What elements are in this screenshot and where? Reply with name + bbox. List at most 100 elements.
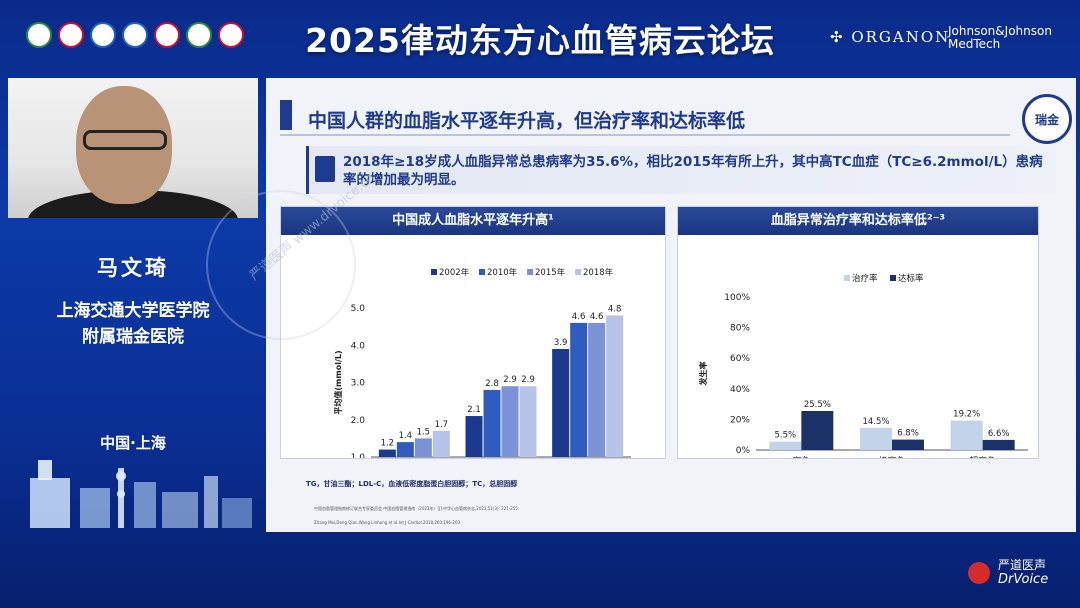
abbreviation-footnote: TG，甘油三酯；LDL-C，血液低密度脂蛋白胆固醇；TC，总胆固醇	[306, 480, 518, 488]
x-tick-label: 极高危	[878, 455, 905, 458]
title-underline	[280, 134, 1010, 136]
legend-swatch	[575, 269, 581, 275]
chart2-title: 血脂异常治疗率和达标率低²⁻³	[678, 207, 1038, 235]
bar	[396, 442, 414, 457]
speaker-location: 中国·上海	[100, 434, 166, 452]
data-label: 1.7	[435, 420, 449, 430]
data-label: 4.6	[572, 312, 586, 322]
bar	[414, 438, 432, 457]
y-tick-label: 3.0	[351, 379, 366, 389]
bar	[552, 348, 570, 457]
y-tick-label: 0%	[736, 446, 751, 456]
brand-name-en: DrVoice	[998, 572, 1049, 587]
data-label: 2.9	[521, 375, 535, 385]
bar	[588, 322, 606, 457]
data-label: 2.1	[467, 405, 481, 415]
bar	[982, 439, 1015, 450]
slide-title: 中国人群的血脂水平逐年升高，但治疗率和达标率低	[308, 110, 746, 132]
legend-label: 2018年	[583, 267, 614, 278]
data-label: 25.5%	[804, 400, 831, 410]
hospital-seal-icon: 瑞金	[1022, 94, 1072, 144]
y-tick-label: 100%	[724, 293, 750, 303]
watermark-circle	[206, 190, 356, 340]
bar	[606, 315, 624, 457]
sponsor-jnj-line1: Johnson&Johnson	[948, 24, 1052, 38]
summary-text: 2018年≥18岁成人血脂异常总患病率为35.6%，相比2015年有所上升，其中…	[343, 154, 1043, 188]
seal-text: 瑞金	[1034, 112, 1059, 127]
speaker-name: 马文琦	[97, 256, 169, 280]
legend-label: 2015年	[535, 267, 566, 278]
legend-swatch	[479, 269, 485, 275]
y-axis-label: 发生率	[698, 362, 708, 387]
bar	[465, 416, 483, 457]
x-tick-label: 高危	[792, 455, 810, 458]
bar	[892, 439, 924, 450]
title-accent-bar	[280, 100, 292, 130]
sponsor-jnj-line2: MedTech	[948, 37, 1001, 51]
y-tick-label: 5.0	[351, 304, 366, 314]
data-label: 1.4	[399, 431, 413, 441]
legend-swatch	[431, 269, 437, 275]
y-tick-label: 1.0	[351, 453, 366, 458]
y-tick-label: 2.0	[351, 416, 366, 426]
legend-swatch	[890, 275, 896, 281]
hospital-logo-icon	[186, 22, 212, 48]
data-label: 2.9	[503, 375, 517, 385]
partner-logos	[26, 22, 244, 48]
bar	[519, 386, 537, 457]
sponsor-organon-label: ORGANON	[851, 28, 951, 46]
bar	[483, 389, 501, 457]
data-label: 14.5%	[862, 417, 889, 427]
bar	[378, 449, 396, 457]
y-tick-label: 60%	[730, 354, 750, 364]
bar	[801, 410, 834, 450]
y-tick-label: 4.0	[351, 341, 366, 351]
legend-label: 2010年	[487, 267, 518, 278]
document-icon	[315, 156, 335, 182]
hospital-logo-icon	[218, 22, 244, 48]
data-label: 1.5	[417, 427, 431, 437]
reference-2: Zhang Mei,Deng Qian,Wang Linhong et al.I…	[314, 520, 461, 525]
data-label: 1.2	[381, 439, 395, 449]
presentation-slide: 中国人群的血脂水平逐年升高，但治疗率和达标率低 瑞金 2018年≥18岁成人血脂…	[266, 78, 1076, 532]
treatment-rate-chart: 0% 20% 40% 60% 80% 100% 发生率 治疗率 达标率 5.5% 25.5% 高危 14…	[698, 273, 1028, 467]
data-label: 4.8	[608, 304, 622, 314]
legend-swatch	[844, 275, 850, 281]
bar	[432, 430, 450, 457]
bar	[950, 420, 983, 450]
data-label: 6.6%	[988, 429, 1010, 439]
brand-name-cn: 严道医声	[998, 558, 1047, 572]
speaker-video-feed	[8, 78, 258, 218]
drvoice-logo-icon	[968, 562, 990, 584]
y-tick-label: 20%	[730, 415, 750, 425]
legend-label: 治疗率	[852, 273, 878, 284]
data-label: 2.8	[485, 379, 499, 389]
legend-label: 2002年	[439, 267, 470, 278]
hospital-logo-icon	[90, 22, 116, 48]
speaker-affiliation-line2: 附属瑞金医院	[82, 327, 184, 347]
hospital-logo-icon	[58, 22, 84, 48]
speaker-affiliation-line1: 上海交通大学医学院	[56, 301, 210, 321]
y-tick-label: 40%	[730, 385, 750, 395]
y-tick-label: 80%	[730, 324, 750, 334]
top-banner: 2025律动东方心血管病云论坛 ✣ ORGANON Johnson&Johnso…	[0, 0, 1080, 72]
data-label: 5.5%	[775, 431, 797, 441]
treatment-rate-chart-panel: 血脂异常治疗率和达标率低²⁻³ 0% 20% 40% 60% 80% 100% 发生率 治疗率…	[677, 206, 1039, 467]
hospital-logo-icon	[122, 22, 148, 48]
data-label: 19.2%	[953, 410, 980, 420]
reference-1: 中国血脂管理指南修订联合专家委员会.中国血脂管理指南（2023年）[J].中华心…	[314, 506, 520, 511]
y-axis-label: 平均值(mmol/L)	[333, 350, 343, 414]
forum-title: 2025律动东方心血管病云论坛	[305, 21, 775, 60]
data-label: 6.8%	[897, 429, 919, 439]
data-label: 3.9	[554, 338, 568, 348]
legend-swatch	[527, 269, 533, 275]
summary-box: 2018年≥18岁成人血脂异常总患病率为35.6%，相比2015年有所上升，其中…	[306, 146, 1056, 194]
sponsor-jnj: Johnson&Johnson MedTech	[948, 25, 1052, 51]
bar	[501, 386, 519, 457]
hospital-logo-icon	[154, 22, 180, 48]
bar	[860, 427, 892, 450]
data-label: 4.6	[590, 312, 604, 322]
bar	[570, 322, 588, 457]
city-skyline-graphic	[30, 460, 252, 528]
x-tick-label: 超高危	[969, 455, 996, 458]
